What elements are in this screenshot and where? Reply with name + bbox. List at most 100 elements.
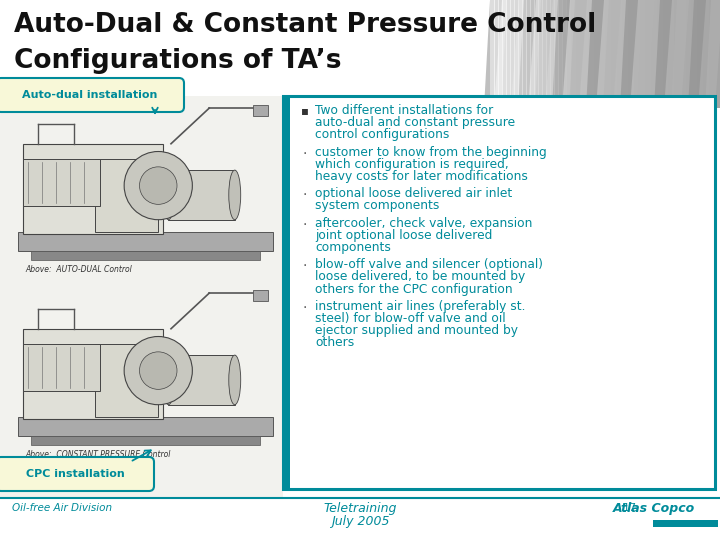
Text: blow-off valve and silencer (optional): blow-off valve and silencer (optional) bbox=[315, 258, 543, 271]
Text: ejector supplied and mounted by: ejector supplied and mounted by bbox=[315, 324, 518, 337]
Text: which configuration is required,: which configuration is required, bbox=[315, 158, 509, 171]
Bar bbox=[502, 0, 507, 108]
Text: Above:  AUTO-DUAL Control: Above: AUTO-DUAL Control bbox=[25, 265, 132, 274]
Text: Auto-dual installation: Auto-dual installation bbox=[22, 90, 158, 100]
Text: loose delivered, to be mounted by: loose delivered, to be mounted by bbox=[315, 271, 526, 284]
Text: steel) for blow-off valve and oil: steel) for blow-off valve and oil bbox=[315, 312, 505, 325]
Text: ·: · bbox=[302, 301, 307, 315]
Bar bbox=[582, 0, 589, 108]
Text: ·: · bbox=[302, 146, 307, 160]
Text: Configurations of TA’s: Configurations of TA’s bbox=[14, 48, 341, 74]
Bar bbox=[506, 0, 511, 108]
Bar bbox=[253, 290, 268, 301]
Bar bbox=[651, 0, 658, 108]
Text: control configurations: control configurations bbox=[315, 129, 449, 141]
FancyBboxPatch shape bbox=[283, 96, 715, 489]
Text: ▪: ▪ bbox=[301, 104, 309, 117]
Bar bbox=[494, 0, 499, 108]
Bar bbox=[0, 96, 283, 498]
Text: optional loose delivered air inlet: optional loose delivered air inlet bbox=[315, 187, 512, 200]
Bar bbox=[490, 0, 495, 108]
Text: Oil-free Air Division: Oil-free Air Division bbox=[12, 503, 112, 513]
Polygon shape bbox=[603, 0, 621, 108]
Bar bbox=[653, 520, 718, 527]
Polygon shape bbox=[518, 0, 536, 108]
Bar bbox=[283, 96, 290, 489]
Text: aftercooler, check valve, expansion: aftercooler, check valve, expansion bbox=[315, 217, 532, 230]
Bar bbox=[628, 0, 635, 108]
Text: Atlas Copco: Atlas Copco bbox=[613, 502, 695, 515]
Bar bbox=[593, 0, 600, 108]
Bar bbox=[634, 0, 641, 108]
Text: components: components bbox=[315, 241, 391, 254]
Bar bbox=[510, 0, 515, 108]
Text: ·: · bbox=[302, 218, 307, 232]
FancyBboxPatch shape bbox=[0, 78, 184, 112]
Bar bbox=[645, 0, 652, 108]
Ellipse shape bbox=[163, 355, 174, 404]
Bar bbox=[168, 355, 235, 404]
Bar bbox=[534, 0, 539, 108]
Bar bbox=[588, 0, 595, 108]
Bar bbox=[490, 0, 497, 108]
Bar bbox=[23, 144, 163, 234]
Polygon shape bbox=[705, 0, 720, 108]
Bar bbox=[526, 0, 531, 108]
Bar bbox=[514, 0, 519, 108]
Bar bbox=[546, 0, 551, 108]
Bar bbox=[502, 0, 508, 108]
Bar bbox=[31, 251, 260, 260]
Bar bbox=[541, 0, 549, 108]
Bar bbox=[538, 0, 543, 108]
Text: July 2005: July 2005 bbox=[330, 515, 390, 528]
Polygon shape bbox=[535, 0, 553, 108]
Text: CPC installation: CPC installation bbox=[26, 469, 125, 479]
Ellipse shape bbox=[229, 170, 240, 220]
Text: customer to know from the beginning: customer to know from the beginning bbox=[315, 146, 546, 159]
Text: heavy costs for later modifications: heavy costs for later modifications bbox=[315, 170, 528, 183]
Bar bbox=[518, 0, 526, 108]
Text: Above:  CONSTANT PRESSURE Control: Above: CONSTANT PRESSURE Control bbox=[25, 450, 171, 459]
Bar bbox=[518, 0, 523, 108]
Text: Auto-Dual & Constant Pressure Control: Auto-Dual & Constant Pressure Control bbox=[14, 12, 596, 38]
Bar bbox=[530, 0, 537, 108]
Bar bbox=[558, 0, 563, 108]
Bar bbox=[530, 0, 535, 108]
Bar bbox=[23, 329, 163, 418]
Text: others for the CPC configuration: others for the CPC configuration bbox=[315, 282, 513, 295]
Bar bbox=[496, 0, 503, 108]
Bar bbox=[657, 0, 664, 108]
Text: 17: 17 bbox=[623, 503, 637, 513]
Circle shape bbox=[140, 167, 177, 204]
FancyBboxPatch shape bbox=[0, 457, 154, 491]
Text: Teletraining: Teletraining bbox=[323, 502, 397, 515]
Bar bbox=[570, 0, 577, 108]
Polygon shape bbox=[637, 0, 655, 108]
Bar bbox=[680, 0, 686, 108]
Bar bbox=[536, 0, 543, 108]
Bar bbox=[639, 0, 647, 108]
Bar bbox=[662, 0, 670, 108]
Bar bbox=[498, 0, 503, 108]
Bar bbox=[703, 0, 709, 108]
Bar bbox=[23, 159, 99, 206]
Polygon shape bbox=[569, 0, 587, 108]
Text: ·: · bbox=[302, 188, 307, 202]
Bar bbox=[513, 0, 520, 108]
Bar bbox=[691, 0, 698, 108]
Bar bbox=[18, 417, 273, 436]
Bar bbox=[94, 159, 158, 232]
Bar bbox=[554, 0, 559, 108]
Text: ·: · bbox=[302, 259, 307, 273]
Bar bbox=[576, 0, 583, 108]
Bar bbox=[542, 0, 547, 108]
Bar bbox=[253, 105, 268, 116]
Ellipse shape bbox=[163, 170, 174, 220]
Bar bbox=[94, 345, 158, 417]
Polygon shape bbox=[688, 0, 706, 108]
Bar bbox=[668, 0, 675, 108]
Text: joint optional loose delivered: joint optional loose delivered bbox=[315, 229, 492, 242]
Bar bbox=[31, 436, 260, 445]
Bar bbox=[708, 0, 715, 108]
Bar bbox=[616, 0, 624, 108]
